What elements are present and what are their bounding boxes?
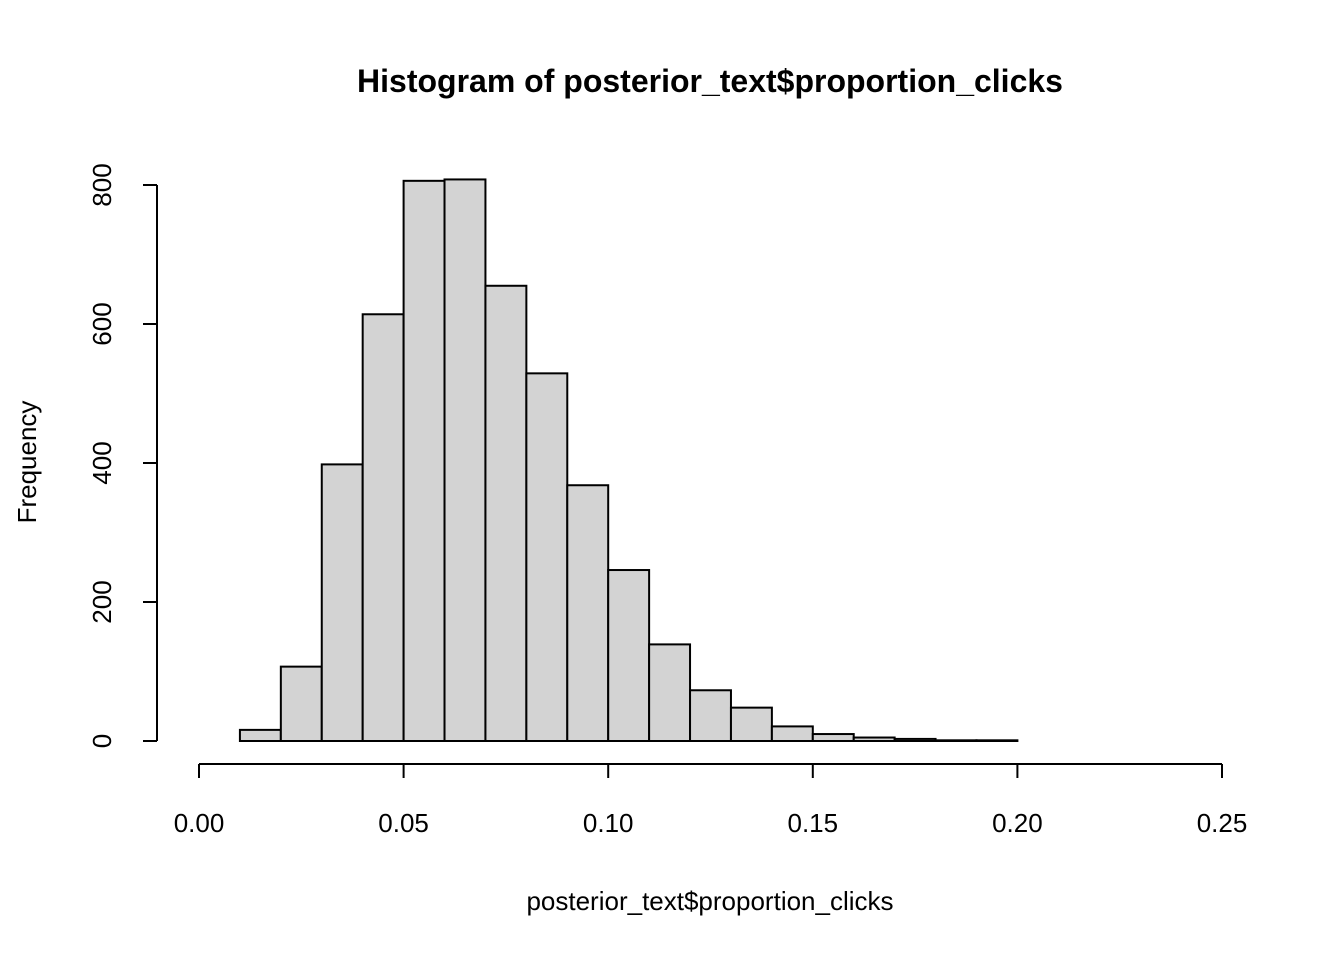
y-tick-label: 400	[87, 441, 117, 484]
x-axis: 0.00 0.05 0.10 0.15 0.20 0.25	[174, 763, 1248, 838]
x-tick-label: 0.05	[378, 808, 429, 838]
y-tick-label: 200	[87, 580, 117, 623]
histogram-bar	[238, 728, 282, 743]
histogram-bar	[934, 739, 978, 742]
histogram-bar	[443, 178, 487, 742]
histogram-bar	[852, 736, 896, 743]
x-tick-label: 0.20	[992, 808, 1043, 838]
histogram-bar	[279, 665, 323, 743]
x-tick-label: 0.15	[787, 808, 838, 838]
histogram-bar	[811, 733, 855, 742]
x-tick-label: 0.10	[583, 808, 634, 838]
x-tick-label: 0.25	[1197, 808, 1248, 838]
histogram-bar	[402, 179, 446, 742]
histogram-bar	[525, 372, 569, 742]
histogram-bar	[566, 484, 610, 742]
chart-title: Histogram of posterior_text$proportion_c…	[357, 63, 1063, 99]
histogram-bar	[893, 737, 937, 742]
y-tick-label: 0	[87, 734, 117, 748]
histogram-bar	[648, 643, 692, 743]
histogram-bar	[729, 706, 773, 743]
histogram-bar	[320, 463, 364, 742]
x-tick-label: 0.00	[174, 808, 225, 838]
histogram-bar	[689, 689, 732, 743]
bars-group	[238, 178, 1019, 743]
x-axis-label: posterior_text$proportion_clicks	[526, 886, 893, 916]
y-tick-label: 600	[87, 302, 117, 345]
histogram-bar	[770, 725, 814, 743]
y-tick-label: 800	[87, 163, 117, 206]
y-axis-label: Frequency	[12, 401, 42, 524]
histogram-bar	[361, 313, 405, 742]
histogram-bar	[607, 569, 651, 743]
histogram-bar	[975, 739, 1019, 742]
y-axis: 0 200 400 600 800	[87, 163, 158, 748]
histogram-bar	[484, 284, 528, 742]
